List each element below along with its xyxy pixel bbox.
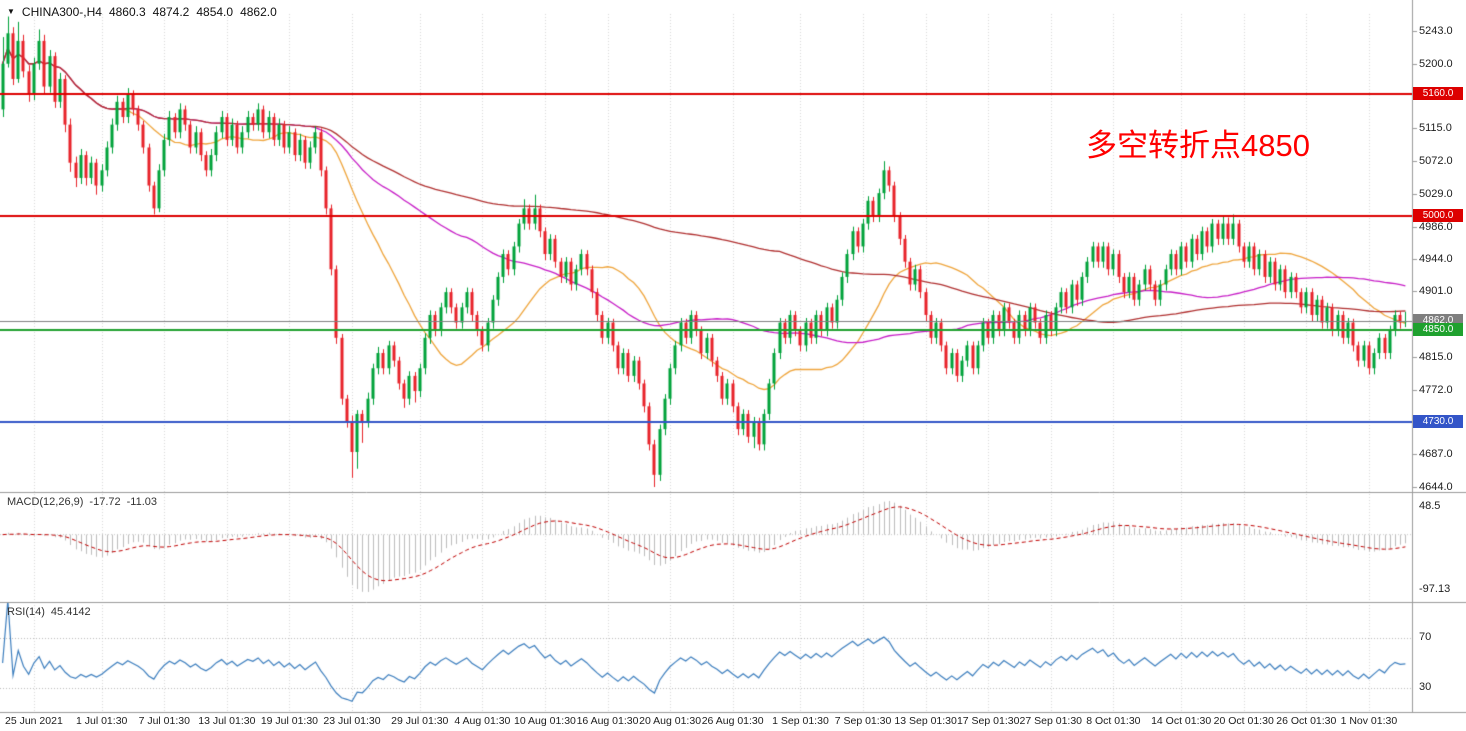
- rsi-axis-30-label: 30: [1419, 681, 1432, 693]
- symbol-timeframe-label: CHINA300-,H4: [21, 5, 102, 19]
- quote-open: 4860.3: [108, 5, 146, 19]
- macd-value: -17.72: [89, 496, 121, 508]
- rsi-axis-70-label: 70: [1419, 631, 1432, 643]
- quote-low: 4854.0: [196, 5, 234, 19]
- quote-close: 4862.0: [240, 5, 277, 19]
- macd-axis-max-label: 48.5: [1419, 500, 1441, 512]
- macd-signal-value: -11.03: [126, 496, 157, 508]
- macd-label: MACD(12,26,9): [7, 496, 84, 508]
- chart-header: ▼ CHINA300-,H4 4860.3 4874.2 4854.0 4862…: [7, 5, 277, 19]
- symbol-dropdown-icon[interactable]: ▼: [7, 7, 15, 16]
- annotation-text[interactable]: 多空转折点4850: [1086, 128, 1310, 163]
- quote-high: 4874.2: [152, 5, 190, 19]
- rsi-value: 45.4142: [50, 606, 91, 618]
- macd-indicator-label: MACD(12,26,9) -17.72 -11.03: [7, 496, 157, 508]
- macd-axis-min-label: -97.13: [1419, 583, 1451, 595]
- rsi-indicator-label: RSI(14) 45.4142: [7, 606, 91, 618]
- rsi-label: RSI(14): [7, 606, 45, 618]
